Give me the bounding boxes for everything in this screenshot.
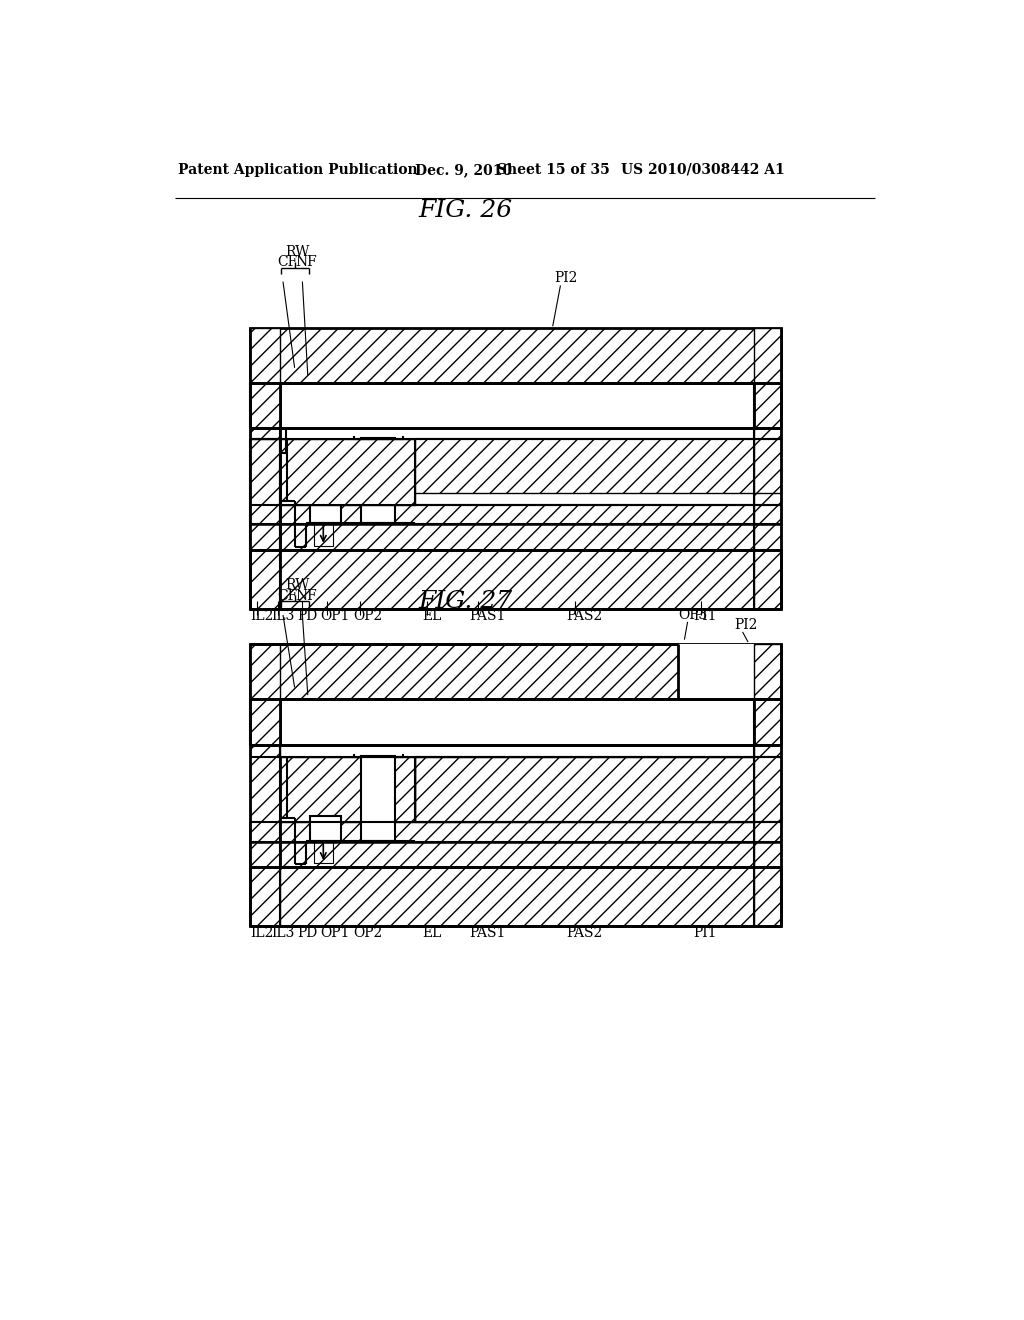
Text: OP2: OP2 — [352, 609, 382, 623]
Bar — [360, 438, 395, 523]
Text: EL: EL — [423, 609, 442, 623]
Bar — [678, 644, 781, 700]
Text: IL2: IL2 — [251, 925, 273, 940]
Text: Patent Application Publication: Patent Application Publication — [178, 162, 418, 177]
Text: PAS1: PAS1 — [469, 609, 506, 623]
Text: Sheet 15 of 35: Sheet 15 of 35 — [497, 162, 609, 177]
Text: OP1: OP1 — [321, 925, 349, 940]
Bar — [280, 383, 755, 428]
Bar — [415, 494, 781, 506]
Bar — [280, 700, 755, 744]
Polygon shape — [314, 524, 333, 545]
Polygon shape — [755, 644, 781, 927]
Text: PAS2: PAS2 — [566, 609, 602, 623]
Text: NF: NF — [295, 589, 317, 603]
Bar — [360, 756, 395, 841]
Polygon shape — [251, 644, 280, 927]
Text: PI2: PI2 — [734, 618, 758, 632]
Text: PI1: PI1 — [693, 925, 717, 940]
Text: PD: PD — [297, 609, 317, 623]
Polygon shape — [755, 700, 781, 744]
Bar — [310, 499, 341, 523]
Polygon shape — [251, 822, 781, 842]
Text: EL: EL — [423, 925, 442, 940]
Polygon shape — [755, 383, 781, 428]
Text: IL3: IL3 — [271, 925, 295, 940]
Text: CF: CF — [278, 255, 298, 269]
Text: NF: NF — [295, 255, 317, 269]
Polygon shape — [755, 327, 781, 609]
Text: IL3: IL3 — [271, 609, 295, 623]
Polygon shape — [251, 383, 280, 428]
Polygon shape — [251, 700, 280, 744]
Text: PI1: PI1 — [693, 609, 717, 623]
Text: RW: RW — [286, 578, 309, 591]
Polygon shape — [415, 440, 781, 506]
Polygon shape — [251, 327, 781, 383]
Text: OP1: OP1 — [321, 609, 349, 623]
Text: PD: PD — [297, 925, 317, 940]
Text: Dec. 9, 2010: Dec. 9, 2010 — [415, 162, 512, 177]
Polygon shape — [251, 549, 781, 609]
Polygon shape — [280, 440, 415, 506]
Polygon shape — [251, 867, 781, 927]
Polygon shape — [251, 506, 781, 524]
Polygon shape — [251, 524, 781, 549]
Text: PI2: PI2 — [554, 272, 578, 285]
Polygon shape — [251, 842, 781, 867]
Text: IL2: IL2 — [251, 609, 273, 623]
Polygon shape — [314, 842, 333, 863]
Text: US 2010/0308442 A1: US 2010/0308442 A1 — [621, 162, 784, 177]
Polygon shape — [280, 758, 415, 822]
Text: PAS2: PAS2 — [566, 925, 602, 940]
Text: FIG. 26: FIG. 26 — [419, 199, 513, 222]
Polygon shape — [251, 327, 280, 609]
Text: CF: CF — [278, 589, 298, 603]
Text: RW: RW — [286, 244, 309, 259]
Polygon shape — [251, 440, 280, 549]
Bar — [310, 816, 341, 841]
Text: OP3: OP3 — [678, 609, 708, 622]
Polygon shape — [415, 758, 781, 822]
Text: PAS1: PAS1 — [469, 925, 506, 940]
Text: OP2: OP2 — [352, 925, 382, 940]
Bar — [251, 440, 280, 549]
Text: FIG. 27: FIG. 27 — [419, 590, 513, 612]
Polygon shape — [251, 644, 781, 700]
